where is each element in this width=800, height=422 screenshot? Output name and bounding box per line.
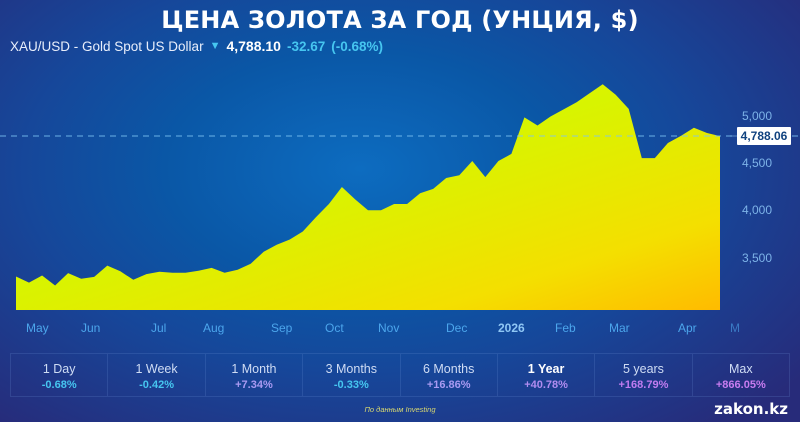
period-change-value: -0.42% bbox=[139, 379, 174, 391]
period-label: 1 Month bbox=[231, 362, 277, 376]
period-change-value: +168.79% bbox=[618, 379, 669, 391]
x-tick-mar: Mar bbox=[609, 321, 630, 335]
x-tick-oct: Oct bbox=[325, 321, 344, 335]
period-selector: 1 Day -0.68% 1 Week -0.42% 1 Month +7.34% 3 Mo… bbox=[10, 353, 790, 397]
x-tick-jun: Jun bbox=[81, 321, 101, 335]
period-label: 1 Year bbox=[527, 362, 565, 376]
period-button-3-months[interactable]: 3 Months -0.33% bbox=[303, 354, 401, 396]
period-label: 3 Months bbox=[325, 362, 378, 376]
period-label: Max bbox=[729, 362, 753, 376]
period-button-1-day[interactable]: 1 Day -0.68% bbox=[10, 354, 109, 396]
x-tick-may-2026: M bbox=[730, 321, 740, 335]
data-source-note: По данным Investing bbox=[364, 405, 436, 414]
period-button-5-years[interactable]: 5 years +168.79% bbox=[595, 354, 693, 396]
period-button-max[interactable]: Max +866.05% bbox=[693, 354, 790, 396]
period-button-6-months[interactable]: 6 Months +16.86% bbox=[401, 354, 498, 396]
down-arrow-icon: ▼ bbox=[209, 40, 221, 52]
current-price: 4,788.10 bbox=[226, 38, 281, 54]
period-label: 6 Months bbox=[422, 362, 475, 376]
price-change-percent: (-0.68%) bbox=[331, 38, 383, 54]
period-change-value: -0.68% bbox=[41, 379, 77, 391]
y-tick-3500: 3,500 bbox=[742, 251, 773, 265]
period-label: 1 Day bbox=[42, 362, 76, 376]
period-change-value: -0.33% bbox=[333, 379, 369, 391]
y-tick-4000: 4,000 bbox=[742, 203, 773, 217]
y-tick-5000: 5,000 bbox=[742, 109, 773, 123]
last-price-tag: 4,788.06 bbox=[737, 127, 791, 145]
period-change-value: +16.86% bbox=[426, 379, 471, 391]
x-tick-aug: Aug bbox=[203, 321, 225, 335]
x-tick-may: May bbox=[26, 321, 49, 335]
chart-title: ЦЕНА ЗОЛОТА ЗА ГОД (УНЦИЯ, $) bbox=[161, 6, 639, 34]
x-tick-apr: Apr bbox=[678, 321, 697, 335]
price-change: -32.67 bbox=[286, 38, 326, 54]
period-label: 5 years bbox=[622, 362, 664, 376]
x-tick-jul: Jul bbox=[151, 321, 167, 335]
x-tick-2026: 2026 bbox=[498, 321, 525, 335]
quote-line: XAU/USD - Gold Spot US Dollar ▼ 4,788.10… bbox=[10, 38, 383, 54]
period-button-1-week[interactable]: 1 Week -0.42% bbox=[108, 354, 206, 396]
period-label: 1 Week bbox=[135, 362, 178, 376]
x-tick-nov: Nov bbox=[378, 321, 400, 335]
y-tick-4500: 4,500 bbox=[742, 156, 773, 170]
site-logo: zakon.kz bbox=[714, 400, 788, 418]
period-change-value: +7.34% bbox=[235, 379, 273, 391]
period-button-1-year[interactable]: 1 Year +40.78% bbox=[498, 354, 596, 396]
period-change-value: +40.78% bbox=[524, 379, 568, 391]
price-area-chart bbox=[0, 84, 800, 310]
x-tick-sep: Sep bbox=[271, 321, 293, 335]
price-area bbox=[16, 84, 720, 310]
period-button-1-month[interactable]: 1 Month +7.34% bbox=[206, 354, 304, 396]
x-tick-dec: Dec bbox=[446, 321, 468, 335]
period-change-value: +866.05% bbox=[715, 379, 766, 391]
instrument-name: XAU/USD - Gold Spot US Dollar bbox=[10, 38, 204, 54]
x-tick-feb: Feb bbox=[555, 321, 576, 335]
